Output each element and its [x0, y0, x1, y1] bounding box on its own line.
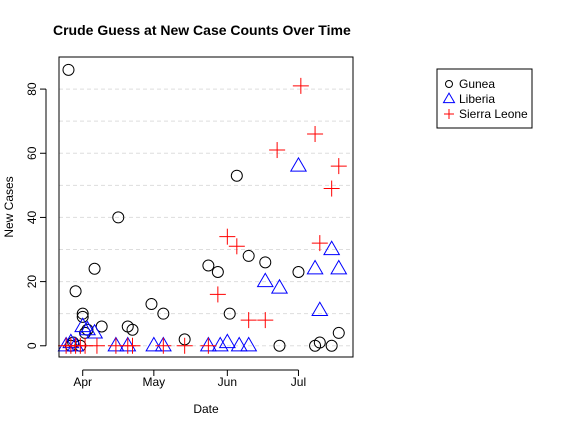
- data-point-triangle: [240, 336, 258, 352]
- data-point-plus: [323, 180, 340, 197]
- data-point-triangle: [218, 333, 236, 349]
- data-point-circle: [76, 310, 89, 323]
- y-tick-label: 0: [25, 342, 39, 349]
- data-point-plus: [307, 126, 324, 143]
- data-point-plus: [219, 228, 236, 245]
- legend-label: Gunea: [459, 77, 495, 91]
- data-point-plus: [311, 235, 328, 252]
- x-tick-label: May: [143, 375, 166, 389]
- data-point-circle: [88, 262, 101, 275]
- plot-frame: [58, 56, 354, 358]
- data-point-triangle: [145, 336, 163, 352]
- grid-lines: [59, 88, 353, 347]
- data-point-plus: [209, 286, 226, 303]
- y-tick-label: 80: [25, 82, 39, 96]
- data-point-plus: [444, 109, 454, 119]
- data-point-triangle: [211, 336, 229, 352]
- data-point-circle: [230, 169, 243, 182]
- data-point-triangle: [78, 320, 97, 336]
- data-point-triangle: [330, 259, 348, 275]
- data-point-plus: [88, 337, 105, 354]
- data-point-circle: [223, 307, 236, 320]
- data-point-triangle: [306, 259, 324, 275]
- data-point-triangle: [74, 317, 92, 333]
- series-sierra-leone: [58, 77, 347, 354]
- data-point-circle: [69, 285, 82, 298]
- data-point-plus: [240, 312, 257, 329]
- data-point-triangle: [311, 301, 329, 317]
- y-tick-label: 20: [25, 275, 39, 289]
- chart-title: Crude Guess at New Case Counts Over Time: [53, 22, 351, 38]
- data-point-plus: [228, 238, 245, 255]
- x-axis-label: Date: [193, 402, 219, 416]
- data-point-circle: [62, 63, 75, 76]
- series-liberia: [57, 156, 348, 352]
- data-point-circle: [157, 307, 170, 320]
- data-point-circle: [273, 339, 286, 352]
- data-point-plus: [124, 337, 141, 354]
- data-point-plus: [257, 312, 274, 329]
- data-point-plus: [155, 337, 172, 354]
- legend-box: [436, 68, 533, 129]
- data-point-triangle: [230, 336, 248, 352]
- data-point-plus: [269, 142, 286, 159]
- data-point-triangle: [270, 278, 289, 294]
- data-point-circle: [211, 265, 224, 278]
- data-point-plus: [176, 337, 193, 354]
- data-point-circle: [292, 265, 305, 278]
- legend-label: Liberia: [459, 92, 495, 106]
- data-point-circle: [259, 256, 272, 269]
- data-point-triangle: [323, 240, 341, 256]
- y-axis-label: New Cases: [2, 176, 16, 237]
- axes: 0 20 40 60 80 Apr May Jun Jul: [25, 82, 306, 389]
- y-tick-label: 40: [25, 210, 39, 224]
- data-point-circle: [313, 336, 326, 349]
- data-point-triangle: [85, 323, 104, 339]
- data-point-triangle: [289, 156, 308, 172]
- data-point-circle: [112, 211, 125, 224]
- x-tick-label: Apr: [73, 375, 92, 389]
- data-points: [57, 63, 348, 354]
- data-point-circle: [145, 298, 158, 311]
- data-point-circle: [126, 323, 139, 336]
- data-point-plus: [330, 158, 347, 175]
- data-point-plus: [200, 337, 217, 354]
- data-point-circle: [325, 339, 338, 352]
- legend-label: Sierra Leone: [459, 107, 528, 121]
- series-gunea: [62, 63, 345, 352]
- x-tick-label: Jul: [291, 375, 306, 389]
- x-tick-label: Jun: [218, 375, 237, 389]
- data-point-triangle: [256, 272, 274, 288]
- data-point-circle: [332, 326, 345, 339]
- data-point-triangle: [442, 92, 456, 104]
- data-point-circle: [445, 80, 453, 88]
- y-tick-label: 60: [25, 146, 39, 160]
- data-point-circle: [242, 249, 255, 262]
- data-point-plus: [292, 77, 309, 94]
- data-point-circle: [202, 259, 215, 272]
